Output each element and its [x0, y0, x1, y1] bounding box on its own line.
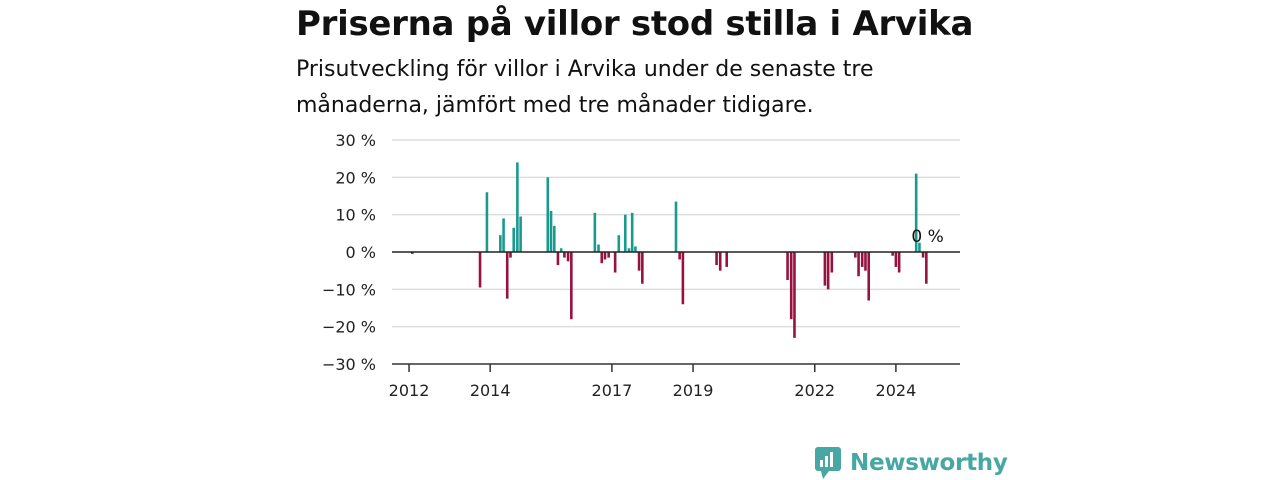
- x-tick-label: 2022: [794, 381, 835, 400]
- bar: [516, 162, 519, 252]
- bar: [563, 252, 566, 258]
- bar: [556, 252, 560, 266]
- annotation-label: 0 %: [911, 227, 943, 247]
- bar: [793, 252, 796, 338]
- bar: [499, 235, 502, 252]
- bar: [552, 225, 556, 252]
- bar: [478, 252, 482, 288]
- bar: [546, 177, 550, 252]
- y-tick-label: 30 %: [335, 131, 376, 150]
- bar: [925, 252, 928, 284]
- bar: [505, 252, 509, 299]
- bar: [678, 252, 681, 260]
- bar: [897, 252, 901, 273]
- bar: [485, 192, 489, 252]
- bar: [864, 252, 867, 271]
- bar: [410, 252, 414, 254]
- bar: [559, 248, 563, 252]
- bar: [715, 252, 718, 266]
- bar: [867, 252, 871, 301]
- bar: [502, 218, 505, 252]
- bar: [634, 246, 637, 252]
- bar: [725, 252, 729, 267]
- bar: [789, 252, 793, 320]
- brand-name: Newsworthy: [850, 450, 1008, 476]
- x-tick-label: 2019: [673, 381, 714, 400]
- bar: [597, 244, 600, 252]
- bar: [641, 252, 644, 284]
- y-tick-label: −20 %: [322, 318, 376, 337]
- bar: [823, 252, 827, 286]
- bar: [681, 252, 685, 305]
- bar: [623, 214, 627, 252]
- bar: [613, 252, 617, 273]
- bar: [786, 252, 789, 280]
- bar: [637, 252, 641, 271]
- chart-subtitle: Prisutveckling för villor i Arvika under…: [296, 57, 874, 118]
- bars: [410, 162, 928, 338]
- y-tick-label: −30 %: [322, 355, 376, 374]
- bar: [718, 252, 722, 271]
- x-axis-ticks: 2012 2014 2017 2019 2022 2024: [389, 364, 917, 400]
- x-tick-label: 2017: [592, 381, 633, 400]
- bar: [674, 201, 678, 252]
- bar: [566, 252, 570, 262]
- y-tick-label: −10 %: [322, 280, 376, 299]
- bar: [914, 173, 918, 252]
- bar: [921, 252, 925, 258]
- bar: [512, 227, 516, 252]
- bar: [607, 252, 610, 258]
- newsworthy-logo: Newsworthy: [814, 446, 1008, 480]
- y-tick-label: 0 %: [346, 243, 376, 262]
- bar: [617, 235, 621, 252]
- bar: [860, 252, 864, 267]
- bar: [509, 252, 512, 258]
- bar: [519, 216, 522, 252]
- bar: [918, 242, 921, 252]
- bar: [894, 252, 898, 267]
- bar: [830, 252, 834, 273]
- bar: [854, 252, 857, 258]
- bar: [630, 212, 634, 252]
- chart-title: Priserna på villor stod stilla i Arvika: [296, 4, 974, 44]
- bar: [603, 252, 607, 260]
- y-tick-label: 20 %: [335, 168, 376, 187]
- bar: [600, 252, 604, 264]
- bar: [593, 212, 597, 252]
- y-axis-tick-labels: 30 % 20 % 10 % 0 % −10 % −20 % −30 %: [322, 131, 376, 374]
- newsworthy-logo-icon: [815, 447, 841, 479]
- bar: [891, 252, 894, 256]
- bar: [549, 210, 553, 252]
- bar: [826, 252, 830, 290]
- x-tick-label: 2014: [470, 381, 511, 400]
- y-tick-label: 10 %: [335, 206, 376, 225]
- x-tick-label: 2024: [876, 381, 917, 400]
- bar: [627, 248, 631, 252]
- x-tick-label: 2012: [389, 381, 430, 400]
- bar: [570, 252, 573, 320]
- bar: [857, 252, 860, 277]
